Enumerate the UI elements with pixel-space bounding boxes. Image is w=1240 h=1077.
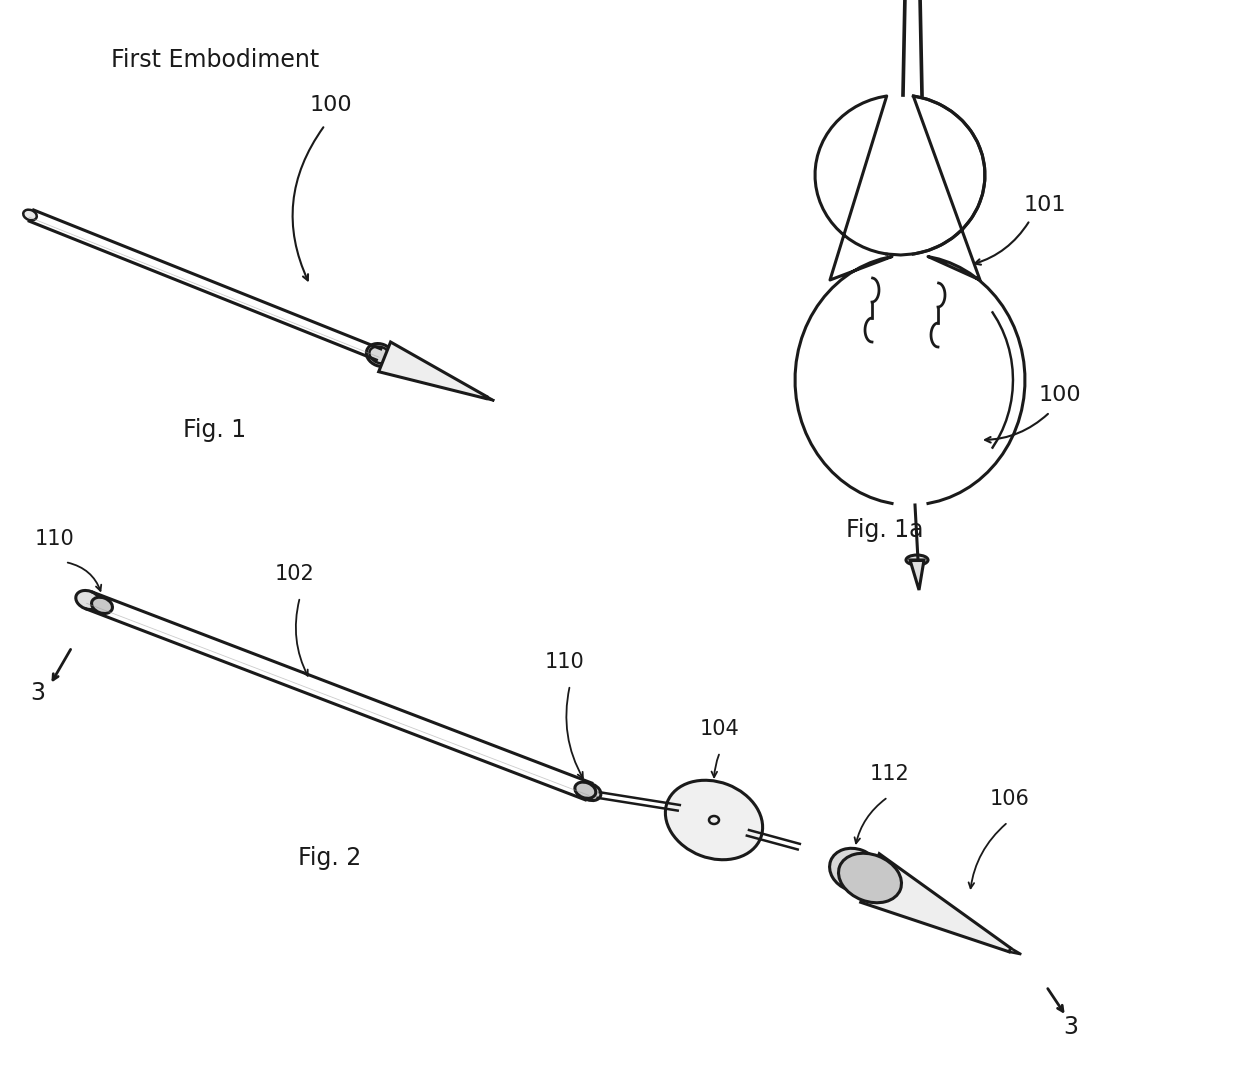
Polygon shape [910, 560, 924, 590]
Text: 110: 110 [35, 529, 74, 549]
Text: Fig. 2: Fig. 2 [299, 847, 362, 870]
Ellipse shape [366, 344, 393, 366]
Text: 3: 3 [1064, 1016, 1079, 1039]
Text: 110: 110 [546, 652, 585, 672]
Text: 3: 3 [31, 681, 46, 705]
Text: 102: 102 [275, 564, 315, 584]
Polygon shape [486, 396, 495, 401]
Polygon shape [1009, 948, 1022, 954]
Ellipse shape [92, 598, 113, 614]
Ellipse shape [575, 782, 595, 798]
Text: 100: 100 [310, 95, 352, 115]
Ellipse shape [838, 853, 901, 903]
Text: 101: 101 [1024, 195, 1066, 215]
Polygon shape [378, 342, 487, 398]
Text: 112: 112 [870, 764, 910, 784]
Polygon shape [861, 854, 1011, 952]
Ellipse shape [906, 555, 928, 565]
Text: 104: 104 [701, 719, 740, 739]
Text: Fig. 1a: Fig. 1a [846, 518, 924, 542]
Ellipse shape [666, 780, 763, 859]
Text: 106: 106 [990, 789, 1030, 809]
Ellipse shape [841, 858, 869, 882]
Ellipse shape [24, 210, 37, 221]
Text: Fig. 1: Fig. 1 [184, 418, 247, 442]
Ellipse shape [579, 783, 601, 800]
Ellipse shape [830, 849, 880, 892]
Ellipse shape [76, 590, 100, 610]
Text: 100: 100 [1039, 384, 1081, 405]
Text: First Embodiment: First Embodiment [110, 48, 319, 72]
